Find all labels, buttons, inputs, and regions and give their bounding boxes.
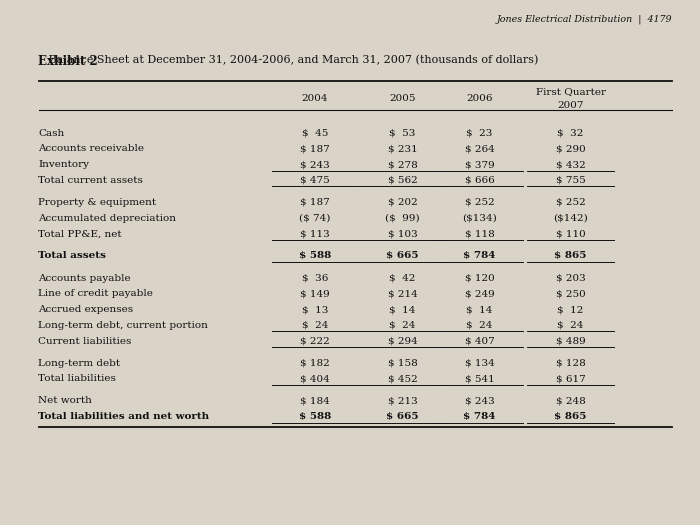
Text: $  24: $ 24 xyxy=(302,321,328,330)
Text: $ 588: $ 588 xyxy=(299,251,331,260)
Text: Inventory: Inventory xyxy=(38,160,90,169)
Text: $ 452: $ 452 xyxy=(388,374,417,383)
Text: $ 243: $ 243 xyxy=(300,160,330,169)
Text: $ 222: $ 222 xyxy=(300,337,330,345)
Text: Cash: Cash xyxy=(38,129,64,138)
Text: Balance Sheet at December 31, 2004-2006, and March 31, 2007 (thousands of dollar: Balance Sheet at December 31, 2004-2006,… xyxy=(38,55,539,66)
Text: $ 755: $ 755 xyxy=(556,176,585,185)
Text: $  24: $ 24 xyxy=(557,321,584,330)
Text: $ 407: $ 407 xyxy=(465,337,494,345)
Text: $  23: $ 23 xyxy=(466,129,493,138)
Text: 2007: 2007 xyxy=(557,101,584,110)
Text: Jones Electrical Distribution  |  4179: Jones Electrical Distribution | 4179 xyxy=(496,15,672,24)
Text: $ 666: $ 666 xyxy=(465,176,494,185)
Text: $ 187: $ 187 xyxy=(300,144,330,153)
Text: $ 110: $ 110 xyxy=(556,229,585,238)
Text: $ 294: $ 294 xyxy=(388,337,417,345)
Text: 2005: 2005 xyxy=(389,94,416,103)
Text: $ 202: $ 202 xyxy=(388,198,417,207)
Text: $ 128: $ 128 xyxy=(556,359,585,368)
Text: $ 865: $ 865 xyxy=(554,251,587,260)
Text: $ 158: $ 158 xyxy=(388,359,417,368)
Text: $ 182: $ 182 xyxy=(300,359,330,368)
Text: $ 784: $ 784 xyxy=(463,251,496,260)
Text: $ 665: $ 665 xyxy=(386,251,419,260)
Text: $ 214: $ 214 xyxy=(388,289,417,298)
Text: $ 120: $ 120 xyxy=(465,274,494,282)
Text: $ 278: $ 278 xyxy=(388,160,417,169)
Text: Property & equipment: Property & equipment xyxy=(38,198,157,207)
Text: Accrued expenses: Accrued expenses xyxy=(38,305,134,314)
Text: $ 562: $ 562 xyxy=(388,176,417,185)
Text: $ 203: $ 203 xyxy=(556,274,585,282)
Text: $ 432: $ 432 xyxy=(556,160,585,169)
Text: $ 184: $ 184 xyxy=(300,396,330,405)
Text: $ 134: $ 134 xyxy=(465,359,494,368)
Text: $ 252: $ 252 xyxy=(556,198,585,207)
Text: $ 243: $ 243 xyxy=(465,396,494,405)
Text: $ 475: $ 475 xyxy=(300,176,330,185)
Text: Line of credit payable: Line of credit payable xyxy=(38,289,153,298)
Text: Total current assets: Total current assets xyxy=(38,176,144,185)
Text: Total liabilities: Total liabilities xyxy=(38,374,116,383)
Text: $ 588: $ 588 xyxy=(299,412,331,421)
Text: Current liabilities: Current liabilities xyxy=(38,337,132,345)
Text: $ 865: $ 865 xyxy=(554,412,587,421)
Text: $  45: $ 45 xyxy=(302,129,328,138)
Text: $ 290: $ 290 xyxy=(556,144,585,153)
Text: Accounts receivable: Accounts receivable xyxy=(38,144,144,153)
Text: $ 231: $ 231 xyxy=(388,144,417,153)
Text: 2004: 2004 xyxy=(302,94,328,103)
Text: $ 665: $ 665 xyxy=(386,412,419,421)
Text: First Quarter: First Quarter xyxy=(536,87,606,96)
Text: $ 404: $ 404 xyxy=(300,374,330,383)
Text: $ 113: $ 113 xyxy=(300,229,330,238)
Text: $ 213: $ 213 xyxy=(388,396,417,405)
Text: Total liabilities and net worth: Total liabilities and net worth xyxy=(38,412,209,421)
Text: $ 617: $ 617 xyxy=(556,374,585,383)
Text: $  32: $ 32 xyxy=(557,129,584,138)
Text: Accumulated depreciation: Accumulated depreciation xyxy=(38,214,176,223)
Text: $  12: $ 12 xyxy=(557,305,584,314)
Text: $ 249: $ 249 xyxy=(465,289,494,298)
Text: $  14: $ 14 xyxy=(466,305,493,314)
Text: Total PP&E, net: Total PP&E, net xyxy=(38,229,122,238)
Text: $ 784: $ 784 xyxy=(463,412,496,421)
Text: ($  99): ($ 99) xyxy=(385,214,420,223)
Text: Long-term debt, current portion: Long-term debt, current portion xyxy=(38,321,209,330)
Text: $  14: $ 14 xyxy=(389,305,416,314)
Text: $ 103: $ 103 xyxy=(388,229,417,238)
Text: $ 541: $ 541 xyxy=(465,374,494,383)
Text: $ 250: $ 250 xyxy=(556,289,585,298)
Text: $ 187: $ 187 xyxy=(300,198,330,207)
Text: 2006: 2006 xyxy=(466,94,493,103)
Text: $  53: $ 53 xyxy=(389,129,416,138)
Text: $  13: $ 13 xyxy=(302,305,328,314)
Text: $ 118: $ 118 xyxy=(465,229,494,238)
Text: $  24: $ 24 xyxy=(466,321,493,330)
Text: Accounts payable: Accounts payable xyxy=(38,274,131,282)
Text: $ 264: $ 264 xyxy=(465,144,494,153)
Text: Long-term debt: Long-term debt xyxy=(38,359,120,368)
Text: $ 379: $ 379 xyxy=(465,160,494,169)
Text: Net worth: Net worth xyxy=(38,396,92,405)
Text: $ 149: $ 149 xyxy=(300,289,330,298)
Text: $ 248: $ 248 xyxy=(556,396,585,405)
Text: $ 252: $ 252 xyxy=(465,198,494,207)
Text: ($ 74): ($ 74) xyxy=(300,214,330,223)
Text: Exhibit 2: Exhibit 2 xyxy=(38,55,98,68)
Text: $  24: $ 24 xyxy=(389,321,416,330)
Text: Total assets: Total assets xyxy=(38,251,106,260)
Text: ($134): ($134) xyxy=(462,214,497,223)
Text: ($142): ($142) xyxy=(553,214,588,223)
Text: $ 489: $ 489 xyxy=(556,337,585,345)
Text: $  36: $ 36 xyxy=(302,274,328,282)
Text: $  42: $ 42 xyxy=(389,274,416,282)
